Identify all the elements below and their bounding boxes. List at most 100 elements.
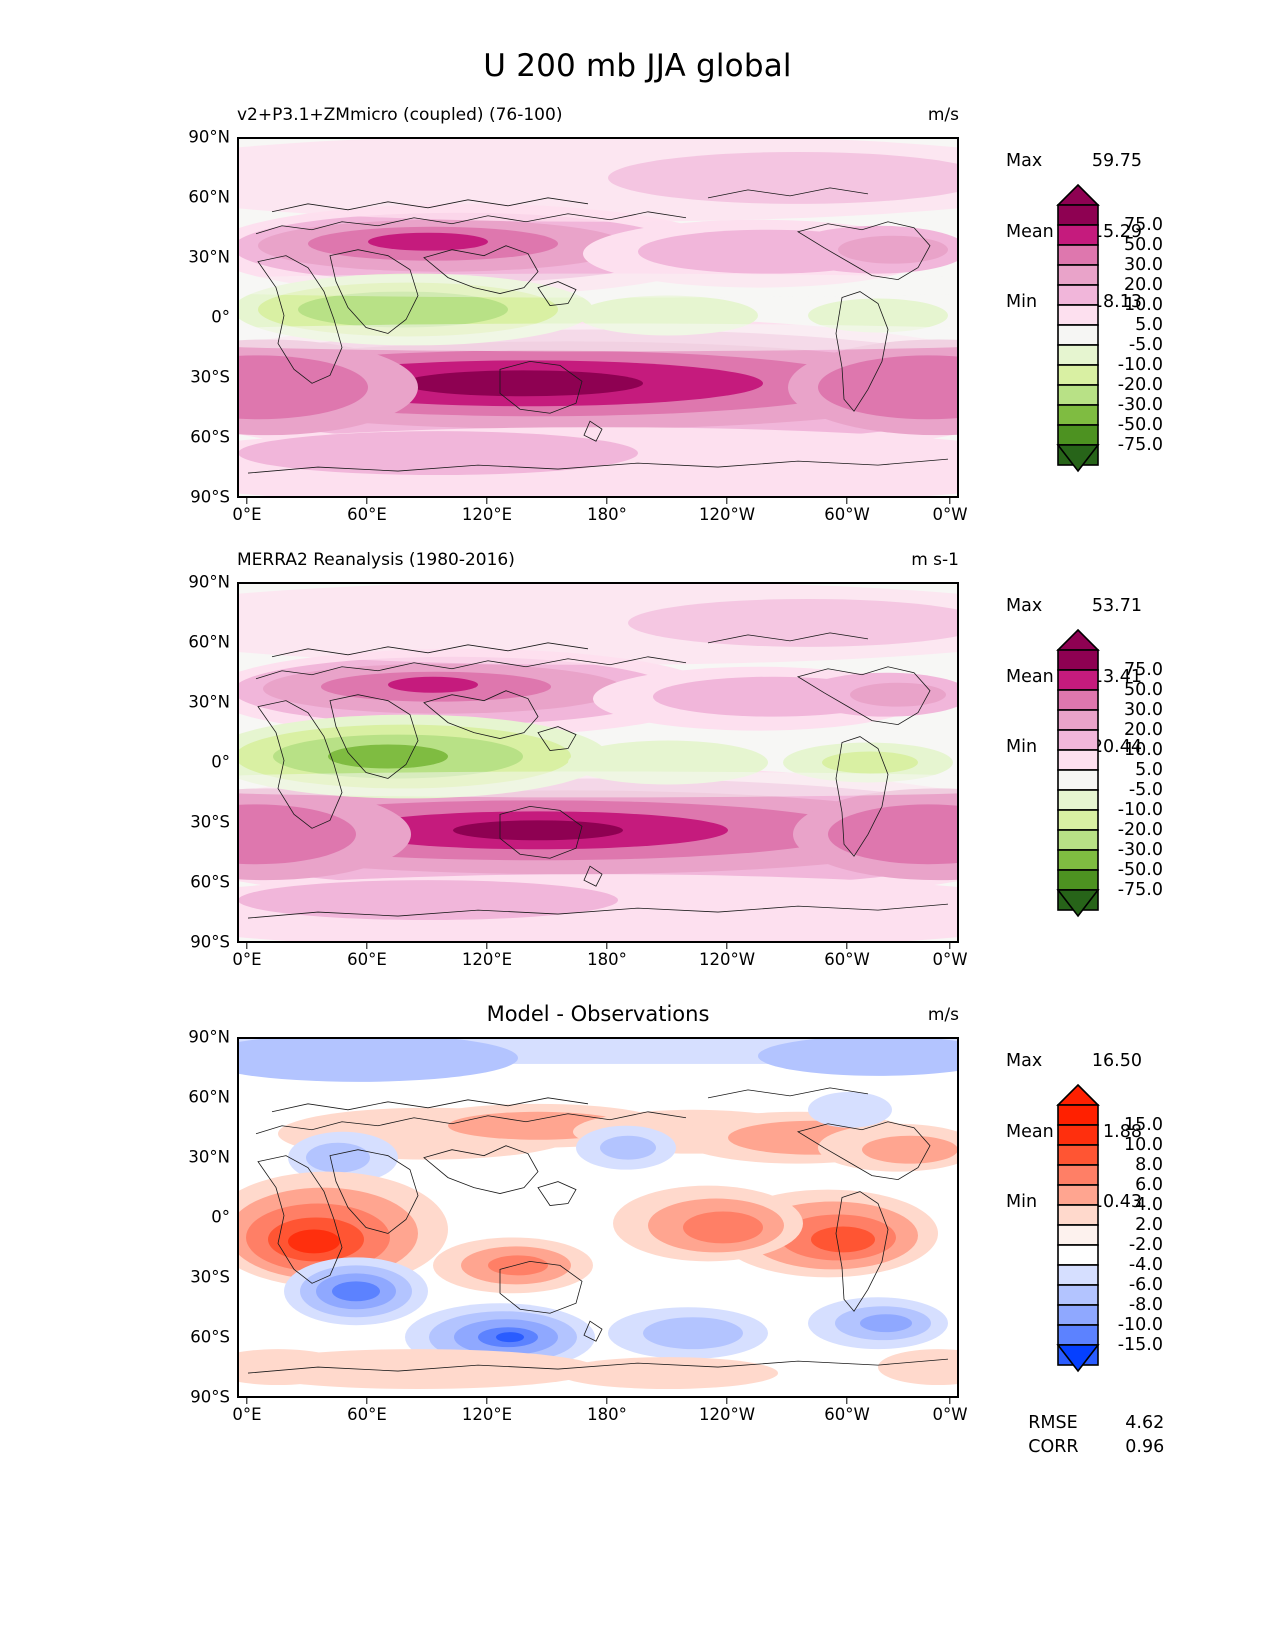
xtick-label: 180° [587,950,627,969]
xtick-mark [366,1398,368,1404]
xtick-mark [846,498,848,504]
stat-mean-label: Mean [1006,666,1054,687]
xtick-label: 180° [587,505,627,524]
colorbar-piyg-obs [1056,628,1100,918]
cbar-tick: -75.0 [1117,880,1163,900]
cbar-tick: -10.0 [1117,1315,1163,1335]
xtick-label: 120°E [461,950,513,969]
stat-max-label: Max [1006,596,1043,616]
cbar-tick: 10.0 [1124,295,1163,315]
cbar-tick: 20.0 [1124,720,1163,740]
stat-min-value: -20.44 [1085,737,1142,757]
ytick-label: 30°S [190,367,230,387]
xtick-mark [949,498,951,504]
panel-model-units: m/s [927,105,959,125]
xtick-label: 60°E [347,950,387,969]
panel-obs-units: m s-1 [911,550,959,570]
ytick-label: 0° [211,1207,230,1227]
xtick-label: 0°E [232,1405,262,1424]
cbar-tick: -4.0 [1128,1255,1163,1275]
panel-obs-stats: Max 53.71 Mean 13.41 Min -20.44 [1006,548,1142,807]
xtick-mark [246,943,248,949]
xtick-mark [366,498,368,504]
xtick-label: 0°W [932,1405,968,1424]
ytick-label: 90°N [188,127,230,147]
cbar-tick: -10.0 [1117,355,1163,375]
cbar-tick: -50.0 [1117,415,1163,435]
xtick-label: 0°W [932,505,968,524]
ytick-label: 90°S [190,932,230,952]
cbar-tick: -6.0 [1128,1275,1163,1295]
map-obs-canvas [238,583,958,942]
panel-diff-subtitle: Model - Observations [486,1002,710,1026]
xtick-label: 60°E [347,1405,387,1424]
cbar-tick: 10.0 [1124,1135,1163,1155]
stat-max-value: 16.50 [1091,1051,1142,1071]
cbar-tick: -20.0 [1117,375,1163,395]
ytick-label: 90°S [190,1387,230,1407]
cbar-tick: 8.0 [1135,1155,1163,1175]
colorbar-piyg-obs-swatches [1056,628,1100,918]
stat-min-value: -18.13 [1085,292,1142,312]
xtick-mark [486,943,488,949]
ytick-label: 0° [211,752,230,772]
stat-mean-value: 1.88 [1103,1121,1142,1142]
stat-max-value: 59.75 [1091,151,1142,171]
stat-mean-value: 15.29 [1091,221,1142,242]
stat-max-value: 53.71 [1091,596,1142,616]
panel-diff-header: Model - Observations m/s [237,1002,959,1035]
cbar-tick: 5.0 [1135,760,1163,780]
cbar-tick: -5.0 [1128,335,1163,355]
map-diff-canvas [238,1038,958,1397]
cbar-tick: -20.0 [1117,820,1163,840]
xtick-label: 60°W [824,950,870,969]
stat-min-label: Min [1006,737,1038,757]
cbar-tick: 50.0 [1124,680,1163,700]
cbar-tick: 10.0 [1124,740,1163,760]
stat-min-label: Min [1006,1192,1038,1212]
ytick-label: 0° [211,307,230,327]
ytick-label: 30°N [188,247,230,267]
stat-corr-label: CORR [1028,1437,1079,1457]
ytick-label: 30°N [188,692,230,712]
stat-max-label: Max [1006,1051,1043,1071]
panel-model-header: v2+P3.1+ZMmicro (coupled) (76-100) m/s [237,105,959,135]
xtick-mark [949,1398,951,1404]
cbar-tick: 20.0 [1124,275,1163,295]
xtick-mark [726,943,728,949]
cbar-tick: -30.0 [1117,840,1163,860]
colorbar-piyg-model-swatches [1056,183,1100,473]
cbar-tick: -5.0 [1128,780,1163,800]
xtick-mark [246,498,248,504]
ytick-label: 30°S [190,812,230,832]
panel-model-subtitle: v2+P3.1+ZMmicro (coupled) (76-100) [237,105,563,125]
xtick-label: 180° [587,1405,627,1424]
ytick-label: 30°N [188,1147,230,1167]
cbar-tick: -8.0 [1128,1295,1163,1315]
stat-mean-label: Mean [1006,1121,1054,1142]
cbar-tick: -30.0 [1117,395,1163,415]
colorbar-rdbu-diff-swatches [1056,1083,1100,1373]
ytick-label: 60°S [190,427,230,447]
xtick-label: 120°W [698,950,756,969]
cbar-tick: -75.0 [1117,435,1163,455]
cbar-tick: 15.0 [1124,1115,1163,1135]
xtick-mark [606,498,608,504]
stat-min-label: Min [1006,292,1038,312]
stat-min-value: -10.43 [1085,1192,1142,1212]
cbar-tick: 75.0 [1124,215,1163,235]
xtick-mark [606,1398,608,1404]
map-diff [237,1037,959,1398]
panel-diff-units: m/s [927,1005,959,1025]
xtick-label: 60°E [347,505,387,524]
panel-obs-subtitle: MERRA2 Reanalysis (1980-2016) [237,550,515,570]
cbar-tick: 6.0 [1135,1175,1163,1195]
ytick-label: 60°S [190,872,230,892]
map-obs [237,582,959,943]
stat-mean-value: 13.41 [1091,666,1142,687]
stat-max-label: Max [1006,151,1043,171]
xtick-label: 120°W [698,1405,756,1424]
figure-title: U 200 mb JJA global [483,48,792,84]
panel-obs-header: MERRA2 Reanalysis (1980-2016) m s-1 [237,550,959,580]
xtick-label: 60°W [824,1405,870,1424]
